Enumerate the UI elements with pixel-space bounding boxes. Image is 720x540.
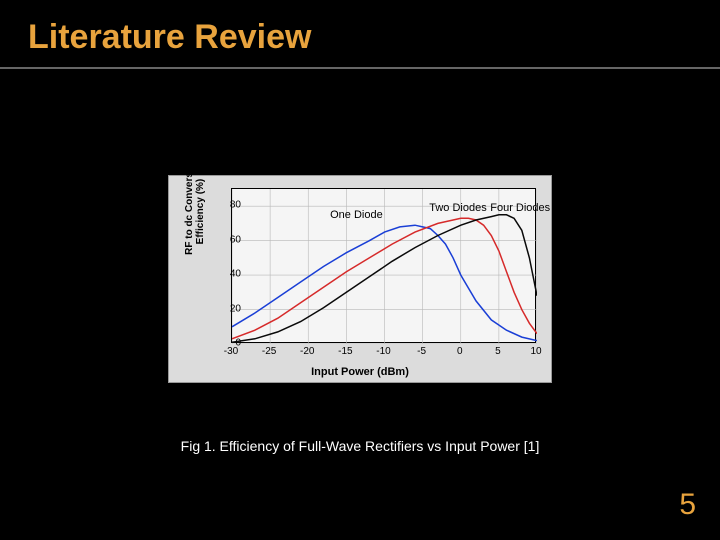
y-axis-label: RF to dc ConversionEfficiency (%) [173,157,217,266]
efficiency-chart: RF to dc ConversionEfficiency (%) Input … [168,175,552,383]
page-number: 5 [679,488,696,522]
figure-caption: Fig 1. Efficiency of Full-Wave Rectifier… [0,438,720,454]
x-tick: 0 [457,346,463,357]
y-tick: 80 [230,200,241,211]
x-tick: -10 [376,346,390,357]
series-label: One Diode [330,209,383,221]
x-axis-label: Input Power (dBm) [169,366,551,378]
x-tick: -5 [417,346,426,357]
x-tick: -20 [300,346,314,357]
header-divider [0,67,720,69]
x-tick: -25 [262,346,276,357]
series-label: Four Diodes [490,202,550,214]
y-tick: 0 [235,338,241,349]
series-label: Two Diodes [429,202,486,214]
y-tick: 60 [230,234,241,245]
y-tick: 40 [230,269,241,280]
y-tick: 20 [230,303,241,314]
x-tick: -15 [338,346,352,357]
slide-title: Literature Review [28,18,692,57]
x-tick: 5 [495,346,501,357]
x-tick: 10 [530,346,541,357]
